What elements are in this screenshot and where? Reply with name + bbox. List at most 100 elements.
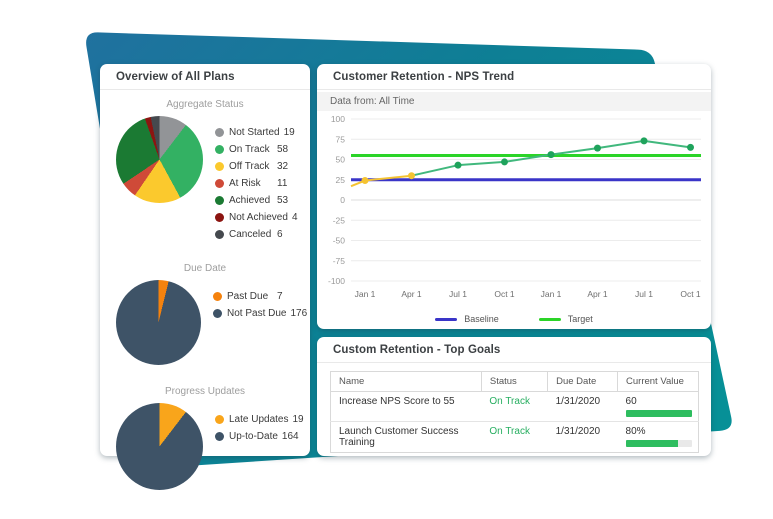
legend-value: 19 <box>283 127 295 138</box>
goal-progress-fill <box>625 410 692 417</box>
nps-trend-panel: Customer Retention - NPS Trend Data from… <box>317 64 711 329</box>
chart-legend-swatch <box>435 317 458 321</box>
legend-item: Up-to-Date 164 <box>215 428 299 445</box>
svg-text:100: 100 <box>331 114 345 124</box>
legend-item: Not Past Due 176 <box>213 305 307 322</box>
goals-table-header-row: Name Status Due Date Current Value <box>330 371 699 392</box>
legend-value: 4 <box>291 212 298 223</box>
legend-color-dot <box>215 213 224 222</box>
due-date-pie-chart[interactable] <box>116 280 201 365</box>
aggregate-status-pie-chart[interactable] <box>116 116 203 203</box>
svg-text:-50: -50 <box>333 236 346 246</box>
legend-item: At Risk 11 <box>215 175 296 192</box>
legend-item: Late Updates 19 <box>215 411 304 428</box>
svg-text:Jul 1: Jul 1 <box>635 289 653 299</box>
top-goals-panel-title: Custom Retention - Top Goals <box>333 343 501 356</box>
legend-item: Achieved 53 <box>215 192 296 209</box>
goal-row[interactable]: Launch Customer Success Training On Track… <box>330 421 699 453</box>
due-date-label: Due Date <box>183 263 227 274</box>
goal-name[interactable]: Increase NPS Score to 55 <box>330 391 482 422</box>
progress-updates-pie-chart[interactable] <box>116 403 203 490</box>
nps-chart-legend: Baseline Target <box>317 314 711 324</box>
svg-text:Jan 1: Jan 1 <box>541 289 562 299</box>
column-header-current-value[interactable]: Current Value <box>617 371 699 392</box>
legend-label: Not Started <box>229 127 280 138</box>
goal-progress-fill <box>625 440 679 447</box>
goals-table-wrap: Name Status Due Date Current Value Incre… <box>317 363 711 453</box>
due-date-section: Past Due 7 Not Past Due 176 <box>100 280 310 365</box>
svg-text:Apr 1: Apr 1 <box>401 289 422 299</box>
top-goals-panel-header: Custom Retention - Top Goals <box>317 337 711 363</box>
legend-value: 58 <box>277 144 289 155</box>
legend-label: On Track <box>229 144 270 155</box>
nps-trend-panel-title: Customer Retention - NPS Trend <box>333 70 515 83</box>
progress-updates-label: Progress Updates <box>164 386 246 397</box>
legend-value: 11 <box>277 178 288 189</box>
chart-legend-label: Target <box>567 314 593 324</box>
svg-text:-75: -75 <box>333 256 346 266</box>
legend-value: 53 <box>277 195 289 206</box>
chart-legend-label: Baseline <box>464 314 499 324</box>
legend-value: 32 <box>277 161 289 172</box>
svg-text:Oct 1: Oct 1 <box>494 289 515 299</box>
svg-text:Jul 1: Jul 1 <box>449 289 467 299</box>
goals-table: Name Status Due Date Current Value Incre… <box>330 371 699 453</box>
column-header-status[interactable]: Status <box>480 371 549 392</box>
svg-text:50: 50 <box>336 155 346 165</box>
legend-color-dot <box>213 292 222 301</box>
legend-value: 19 <box>292 414 304 425</box>
svg-text:Apr 1: Apr 1 <box>587 289 608 299</box>
time-range-filter-label: Data from: All Time <box>330 96 415 107</box>
legend-label: Canceled <box>229 229 272 240</box>
aggregate-status-label: Aggregate Status <box>166 99 244 110</box>
legend-value: 7 <box>277 291 283 302</box>
legend-label: Achieved <box>229 195 271 206</box>
legend-color-dot <box>213 309 222 318</box>
overview-panel: Overview of All Plans Aggregate Status N… <box>100 64 310 490</box>
legend-color-dot <box>215 432 224 441</box>
column-header-due-date[interactable]: Due Date <box>547 371 619 392</box>
legend-item: Off Track 32 <box>215 158 296 175</box>
legend-label: Not Achieved <box>229 212 288 223</box>
legend-color-dot <box>215 145 224 154</box>
column-header-name[interactable]: Name <box>330 371 482 392</box>
legend-label: Late Updates <box>229 414 289 425</box>
chart-legend-item: Target <box>538 314 593 324</box>
top-goals-panel: Custom Retention - Top Goals Name Status… <box>317 337 711 456</box>
svg-text:-25: -25 <box>333 215 346 225</box>
legend-value: 176 <box>290 308 308 319</box>
goal-row[interactable]: Increase NPS Score to 55 On Track 1/31/202… <box>330 391 699 422</box>
goal-current-value-cell: 60 <box>617 391 699 422</box>
goal-current-value: 80% <box>625 426 646 437</box>
nps-line-chart[interactable]: 100 75 50 25 0 -25 -50 -75 -100 Jan 1 Apr 1 Jul 1 Oc… <box>317 111 711 307</box>
chart-legend-item: Baseline <box>435 314 499 324</box>
svg-text:-100: -100 <box>328 276 345 286</box>
legend-color-dot <box>215 128 224 137</box>
time-range-filter[interactable]: Data from: All Time <box>317 92 711 111</box>
nps-trend-panel-header: Customer Retention - NPS Trend <box>317 64 711 90</box>
goal-current-value-cell: 80% <box>617 421 699 453</box>
legend-item: Canceled 6 <box>215 226 296 243</box>
svg-text:75: 75 <box>336 134 346 144</box>
legend-value: 6 <box>277 229 283 240</box>
due-date-legend: Past Due 7 Not Past Due 176 <box>213 288 307 322</box>
legend-item: Past Due 7 <box>213 288 296 305</box>
goal-name[interactable]: Launch Customer Success Training <box>330 421 482 453</box>
goal-status: On Track <box>481 391 548 422</box>
goal-status: On Track <box>481 421 548 453</box>
legend-label: Up-to-Date <box>229 431 278 442</box>
svg-text:25: 25 <box>336 175 346 185</box>
goal-current-value: 60 <box>625 396 637 407</box>
legend-item: On Track 58 <box>215 141 296 158</box>
legend-label: At Risk <box>229 178 261 189</box>
overview-panel-header: Overview of All Plans <box>100 64 310 90</box>
legend-item: Not Started 19 <box>215 124 296 141</box>
goal-due-date: 1/31/2020 <box>547 391 618 422</box>
goal-progress-bar <box>625 410 692 417</box>
legend-label: Past Due <box>227 291 269 302</box>
aggregate-status-section: Not Started 19 On Track 58 Off Track 32 At Ris… <box>100 116 310 243</box>
legend-color-dot <box>215 179 224 188</box>
overview-panel-title: Overview of All Plans <box>116 70 235 83</box>
goal-due-date: 1/31/2020 <box>547 421 618 453</box>
